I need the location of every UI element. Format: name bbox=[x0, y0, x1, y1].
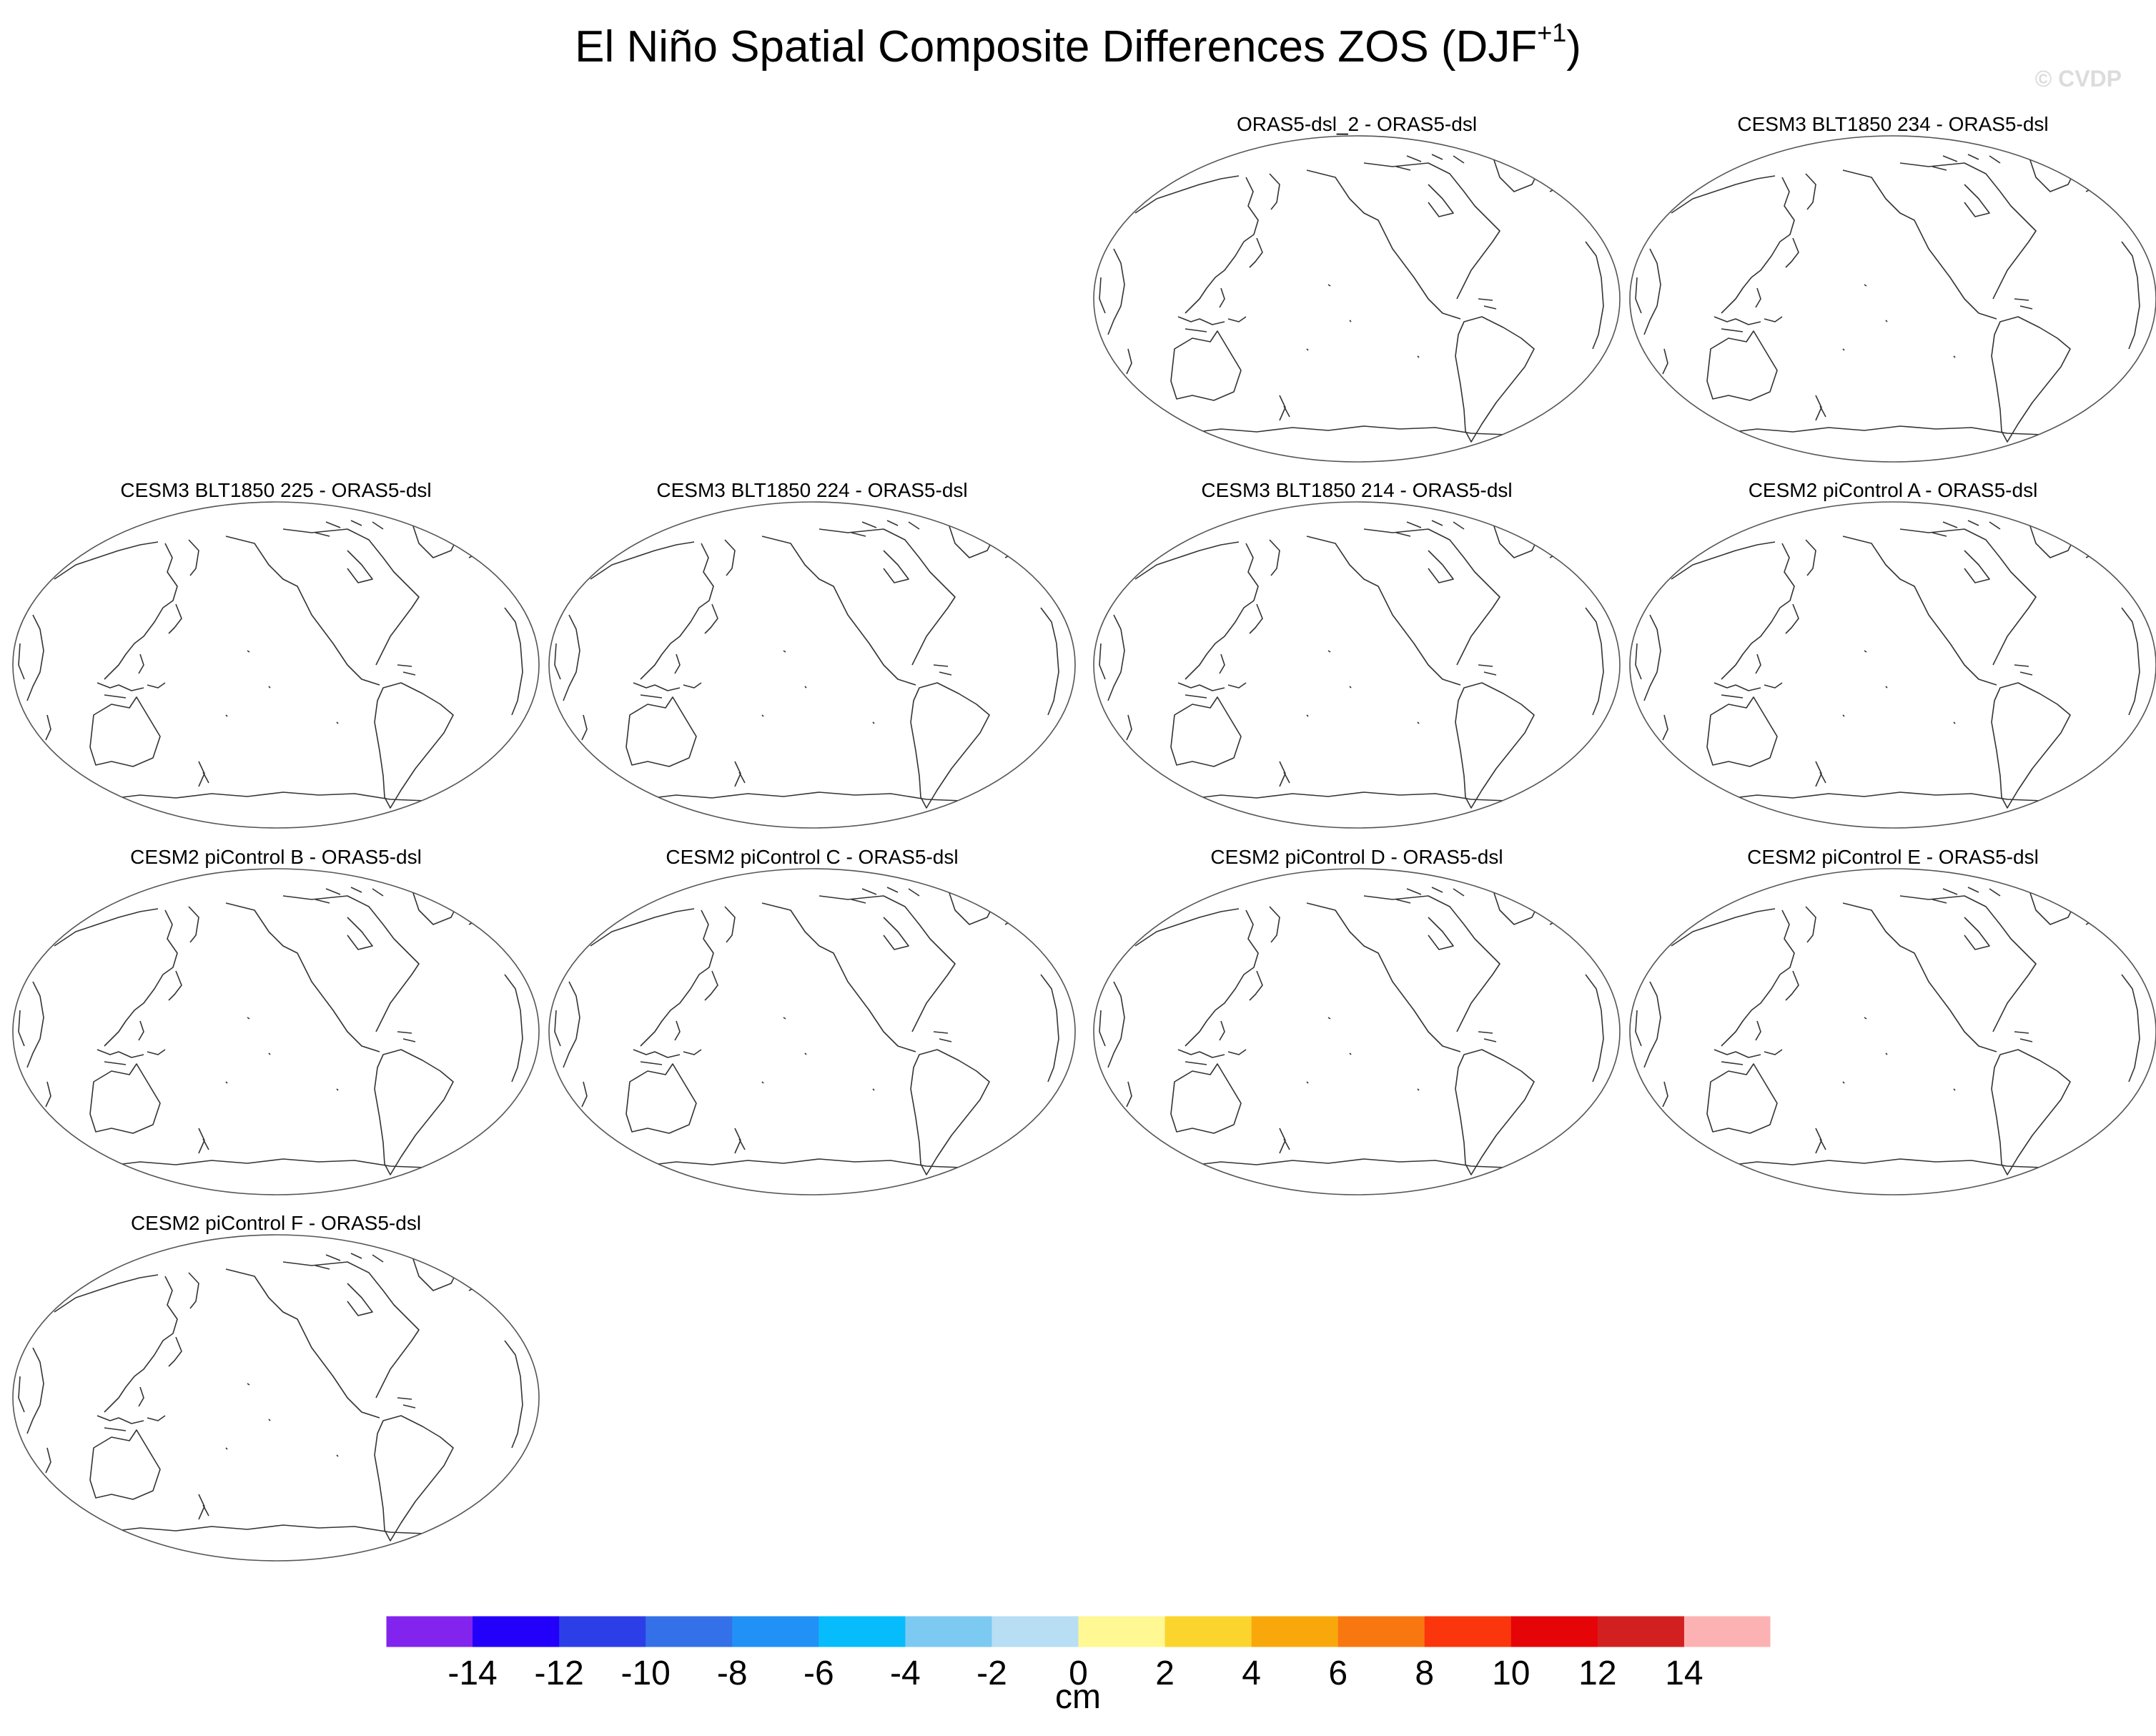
world-map bbox=[1093, 868, 1621, 1195]
figure-title: El Niño Spatial Composite Differences ZO… bbox=[0, 18, 2156, 72]
map-outline bbox=[1093, 868, 1621, 1195]
world-map bbox=[548, 868, 1076, 1195]
coastlines bbox=[1099, 152, 1618, 444]
world-map bbox=[1093, 135, 1621, 463]
map-outline bbox=[1629, 501, 2156, 829]
colorbar-box bbox=[1683, 1616, 1771, 1647]
world-map bbox=[1629, 501, 2156, 829]
map-outline bbox=[12, 868, 540, 1195]
map-panel-title: CESM2 piControl D - ORAS5-dsl bbox=[1210, 846, 1503, 868]
map-panel-title: CESM2 piControl A - ORAS5-dsl bbox=[1748, 479, 2038, 501]
world-map bbox=[1629, 868, 2156, 1195]
map-panel: CESM2 piControl B - ORAS5-dsl bbox=[11, 846, 540, 1203]
map-panel: CESM2 piControl E - ORAS5-dsl bbox=[1628, 846, 2156, 1203]
map-outline bbox=[548, 501, 1076, 829]
coastlines bbox=[554, 518, 1074, 810]
colorbar-box bbox=[905, 1616, 992, 1647]
colorbar-box bbox=[1510, 1616, 1598, 1647]
map-panel-title: CESM3 BLT1850 225 - ORAS5-dsl bbox=[120, 479, 432, 501]
map-outline bbox=[1629, 868, 2156, 1195]
map-panel: CESM2 piControl F - ORAS5-dsl bbox=[11, 1212, 540, 1569]
figure-title-main: El Niño Spatial Composite Differences ZO… bbox=[575, 22, 1538, 71]
colorbar-box bbox=[1251, 1616, 1339, 1647]
colorbar-box bbox=[559, 1616, 646, 1647]
world-map bbox=[12, 501, 540, 829]
world-map bbox=[1093, 501, 1621, 829]
colorbar-box bbox=[1597, 1616, 1685, 1647]
world-map bbox=[1629, 135, 2156, 463]
colorbar-box bbox=[992, 1616, 1079, 1647]
coastlines bbox=[1635, 152, 2155, 444]
map-panel-title: CESM2 piControl C - ORAS5-dsl bbox=[666, 846, 959, 868]
coastlines bbox=[1099, 518, 1618, 810]
colorbar-box bbox=[1078, 1616, 1166, 1647]
map-outline bbox=[12, 1234, 540, 1562]
map-panel-title: CESM2 piControl F - ORAS5-dsl bbox=[130, 1212, 422, 1234]
map-panel: CESM2 piControl C - ORAS5-dsl bbox=[548, 846, 1077, 1203]
coastlines bbox=[18, 518, 538, 810]
figure-title-superscript: +1 bbox=[1537, 18, 1567, 48]
colorbar-box bbox=[732, 1616, 819, 1647]
map-panel: CESM3 BLT1850 234 - ORAS5-dsl bbox=[1628, 113, 2156, 470]
map-panel-title: CESM3 BLT1850 214 - ORAS5-dsl bbox=[1201, 479, 1513, 501]
map-panel-title: CESM3 BLT1850 224 - ORAS5-dsl bbox=[656, 479, 968, 501]
colorbar-box bbox=[1424, 1616, 1512, 1647]
map-panel: CESM3 BLT1850 225 - ORAS5-dsl bbox=[11, 479, 540, 837]
coastlines bbox=[1635, 884, 2155, 1177]
map-outline bbox=[1093, 501, 1621, 829]
colorbar-box bbox=[819, 1616, 906, 1647]
coastlines bbox=[1099, 884, 1618, 1177]
world-map bbox=[548, 501, 1076, 829]
map-panel-title: CESM2 piControl E - ORAS5-dsl bbox=[1747, 846, 2039, 868]
colorbar-box bbox=[473, 1616, 560, 1647]
colorbar-box bbox=[1164, 1616, 1252, 1647]
map-panel: CESM3 BLT1850 224 - ORAS5-dsl bbox=[548, 479, 1077, 837]
colorbar-box bbox=[1337, 1616, 1425, 1647]
coastlines bbox=[1635, 518, 2155, 810]
figure-title-close: ) bbox=[1566, 22, 1581, 71]
map-panel: CESM2 piControl D - ORAS5-dsl bbox=[1092, 846, 1621, 1203]
map-panel-title: CESM2 piControl B - ORAS5-dsl bbox=[130, 846, 422, 868]
map-panel-title: CESM3 BLT1850 234 - ORAS5-dsl bbox=[1737, 113, 2049, 135]
map-panel: CESM3 BLT1850 214 - ORAS5-dsl bbox=[1092, 479, 1621, 837]
map-panel: ORAS5-dsl_2 - ORAS5-dsl bbox=[1092, 113, 1621, 470]
map-outline bbox=[548, 868, 1076, 1195]
coastlines bbox=[18, 884, 538, 1177]
colorbar-units-label: cm bbox=[1055, 1678, 1101, 1716]
map-outline bbox=[1629, 135, 2156, 463]
map-panel-title: ORAS5-dsl_2 - ORAS5-dsl bbox=[1236, 113, 1478, 135]
colorbar-boxes bbox=[385, 1615, 1771, 1648]
world-map bbox=[12, 868, 540, 1195]
map-panel: CESM2 piControl A - ORAS5-dsl bbox=[1628, 479, 2156, 837]
world-map bbox=[12, 1234, 540, 1562]
map-outline bbox=[1093, 135, 1621, 463]
coastlines bbox=[554, 884, 1074, 1177]
colorbar-box bbox=[646, 1616, 733, 1647]
watermark: © CVDP bbox=[2034, 66, 2122, 92]
colorbar-box bbox=[386, 1616, 473, 1647]
map-outline bbox=[12, 501, 540, 829]
coastlines bbox=[18, 1251, 538, 1543]
